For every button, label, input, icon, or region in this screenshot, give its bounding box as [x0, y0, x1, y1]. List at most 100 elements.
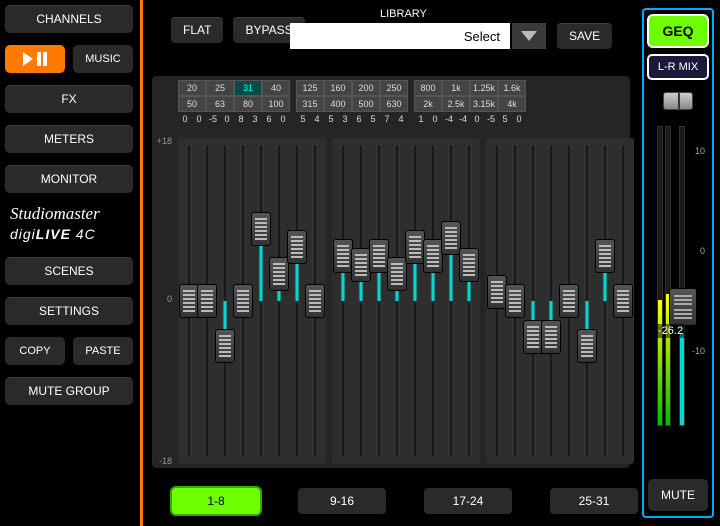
eq-fader-thumb[interactable] — [351, 248, 371, 282]
gain-value: -4 — [456, 114, 470, 128]
freq-cell[interactable]: 1.6k — [498, 80, 526, 96]
eq-fader-thumb[interactable] — [251, 212, 271, 246]
copy-button[interactable]: COPY — [4, 336, 66, 366]
meters-button[interactable]: METERS — [4, 124, 134, 154]
page-button[interactable]: 25-31 — [548, 486, 640, 516]
eq-fader-thumb[interactable] — [613, 284, 633, 318]
freq-cell[interactable]: 80 — [234, 96, 262, 112]
eq-band — [460, 140, 478, 462]
freq-cell[interactable]: 500 — [352, 96, 380, 112]
eq-fader-thumb[interactable] — [487, 275, 507, 309]
freq-cell[interactable]: 400 — [324, 96, 352, 112]
eq-band — [216, 140, 234, 462]
freq-cell[interactable]: 50 — [178, 96, 206, 112]
lr-mix-button[interactable]: L-R MIX — [647, 54, 709, 80]
output-meter-right — [665, 126, 671, 426]
eq-fader-thumb[interactable] — [215, 329, 235, 363]
geq-button[interactable]: GEQ — [647, 14, 709, 48]
mute-group-button[interactable]: MUTE GROUP — [4, 376, 134, 406]
eq-track — [467, 144, 472, 458]
freq-cell[interactable]: 125 — [296, 80, 324, 96]
library-dropdown-icon[interactable] — [512, 23, 546, 49]
freq-cell[interactable]: 25 — [206, 80, 234, 96]
eq-band — [234, 140, 252, 462]
eq-fader-thumb[interactable] — [287, 230, 307, 264]
eq-band — [334, 140, 352, 462]
page-row: 1-8 9-16 17-24 25-31 — [170, 486, 640, 516]
eq-fader-thumb[interactable] — [305, 284, 325, 318]
eq-band — [270, 140, 288, 462]
freq-cell[interactable]: 1k — [442, 80, 470, 96]
channels-button[interactable]: CHANNELS — [4, 4, 134, 34]
page-button[interactable]: 9-16 — [296, 486, 388, 516]
eq-band — [488, 140, 506, 462]
eq-track — [295, 144, 300, 458]
paste-button[interactable]: PASTE — [72, 336, 134, 366]
freq-cell[interactable]: 315 — [296, 96, 324, 112]
save-button[interactable]: SAVE — [556, 22, 613, 50]
eq-band — [252, 140, 270, 462]
eq-band — [180, 140, 198, 462]
mute-button[interactable]: MUTE — [647, 478, 709, 512]
eq-fader-thumb[interactable] — [197, 284, 217, 318]
library-select[interactable]: Select — [290, 23, 510, 49]
freq-cell[interactable]: 630 — [380, 96, 408, 112]
freq-cell[interactable]: 3.15k — [470, 96, 498, 112]
eq-fader-thumb[interactable] — [459, 248, 479, 282]
eq-fader-thumb[interactable] — [369, 239, 389, 273]
eq-fader-thumb[interactable] — [441, 221, 461, 255]
flat-button[interactable]: FLAT — [170, 16, 224, 44]
eq-scale: +18 0 -18 — [156, 138, 176, 464]
eq-track — [359, 144, 364, 458]
eq-fader-thumb[interactable] — [577, 329, 597, 363]
eq-band — [596, 140, 614, 462]
freq-cell[interactable]: 4k — [498, 96, 526, 112]
gain-value: 0 — [276, 114, 290, 128]
monitor-button[interactable]: MONITOR — [4, 164, 134, 194]
eq-fader-thumb[interactable] — [595, 239, 615, 273]
eq-bands — [178, 138, 640, 464]
eq-fader-thumb[interactable] — [559, 284, 579, 318]
freq-cell[interactable]: 63 — [206, 96, 234, 112]
settings-button[interactable]: SETTINGS — [4, 296, 134, 326]
freq-cell[interactable]: 1.25k — [470, 80, 498, 96]
eq-fader-thumb[interactable] — [523, 320, 543, 354]
freq-cell[interactable]: 31 — [234, 80, 262, 96]
freq-cell[interactable]: 2.5k — [442, 96, 470, 112]
scenes-button[interactable]: SCENES — [4, 256, 134, 286]
play-pause-button[interactable] — [4, 44, 66, 74]
eq-fader-thumb[interactable] — [541, 320, 561, 354]
freq-cell[interactable]: 250 — [380, 80, 408, 96]
fx-button[interactable]: FX — [4, 84, 134, 114]
eq-fader-thumb[interactable] — [333, 239, 353, 273]
freq-cell[interactable]: 2k — [414, 96, 442, 112]
gain-value: 5 — [324, 114, 338, 128]
freq-cell[interactable]: 40 — [262, 80, 290, 96]
music-button[interactable]: MUSIC — [72, 44, 134, 74]
eq-fader-thumb[interactable] — [233, 284, 253, 318]
freq-cell[interactable]: 800 — [414, 80, 442, 96]
eq-fader-thumb[interactable] — [505, 284, 525, 318]
eq-track — [341, 144, 346, 458]
gain-value: 7 — [380, 114, 394, 128]
gain-value: -5 — [206, 114, 220, 128]
gain-value: 4 — [394, 114, 408, 128]
freq-cell[interactable]: 200 — [352, 80, 380, 96]
freq-cell[interactable]: 100 — [262, 96, 290, 112]
freq-cell[interactable]: 160 — [324, 80, 352, 96]
eq-fader-thumb[interactable] — [269, 257, 289, 291]
pan-knob[interactable] — [663, 92, 693, 110]
eq-fader-thumb[interactable] — [387, 257, 407, 291]
page-button[interactable]: 1-8 — [170, 486, 262, 516]
eq-fader-thumb[interactable] — [405, 230, 425, 264]
eq-fader-thumb[interactable] — [179, 284, 199, 318]
gain-value: 0 — [192, 114, 206, 128]
gain-value: 3 — [248, 114, 262, 128]
output-fader-track — [679, 126, 685, 426]
page-button[interactable]: 17-24 — [422, 486, 514, 516]
output-fader[interactable] — [669, 288, 697, 326]
eq-fader-thumb[interactable] — [423, 239, 443, 273]
gain-value: 6 — [262, 114, 276, 128]
gain-value: 0 — [512, 114, 526, 128]
freq-cell[interactable]: 20 — [178, 80, 206, 96]
